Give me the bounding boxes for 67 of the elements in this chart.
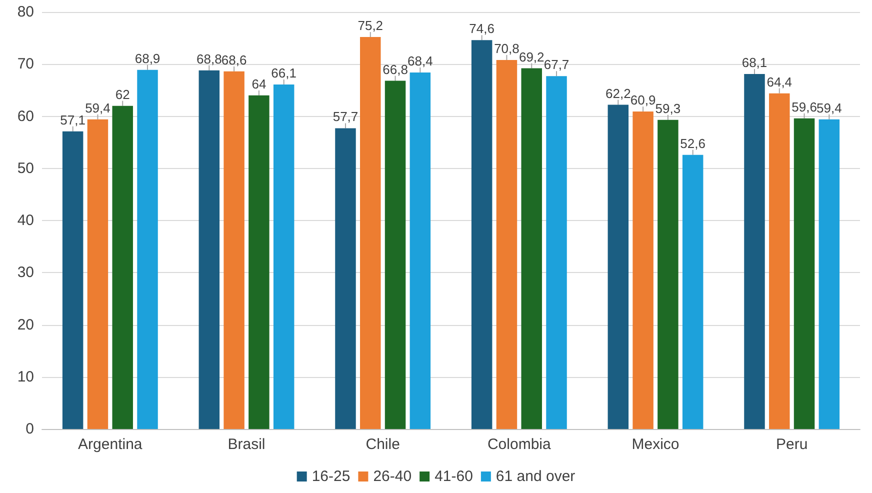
bar (335, 128, 356, 429)
bar (546, 76, 567, 429)
bar (794, 118, 815, 429)
y-tick-label: 70 (17, 56, 34, 73)
y-tick-label: 80 (17, 4, 34, 20)
bar (521, 68, 542, 429)
data-label: 62 (115, 86, 130, 102)
data-label: 59,6 (792, 99, 817, 114)
data-label: 59,3 (655, 100, 681, 116)
bar (410, 72, 431, 429)
legend-label: 16-25 (312, 468, 350, 485)
bar (384, 80, 406, 429)
bar (112, 106, 133, 429)
bar (273, 84, 294, 429)
data-label: 57,7 (332, 109, 358, 124)
data-label: 59,4 (816, 100, 842, 116)
bar (769, 93, 790, 429)
data-label: 64,4 (766, 74, 792, 90)
bar (608, 104, 629, 429)
data-label: 52,6 (680, 136, 706, 151)
y-tick-label: 10 (17, 368, 34, 386)
bar (248, 95, 270, 429)
bar (360, 37, 381, 429)
bar (198, 70, 220, 429)
bar (87, 119, 108, 429)
data-label: 68,4 (408, 53, 433, 68)
y-tick-label: 40 (17, 212, 34, 229)
bar (471, 40, 492, 429)
bar (137, 70, 158, 429)
data-label: 70,8 (494, 40, 520, 56)
x-tick-label: Colombia (487, 436, 552, 453)
y-tick-label: 30 (17, 264, 34, 282)
data-label: 67,7 (544, 57, 570, 72)
x-tick-label: Mexico (632, 436, 680, 453)
y-tick-label: 50 (17, 160, 34, 177)
bar (632, 112, 654, 429)
data-label: 66,8 (382, 62, 408, 77)
x-tick-label: Argentina (78, 436, 143, 453)
x-tick-label: Brasil (228, 436, 266, 453)
data-label: 66,1 (271, 65, 296, 80)
data-label: 59,4 (85, 100, 110, 116)
data-label: 68,1 (742, 55, 768, 70)
bar (682, 154, 704, 429)
bar (62, 131, 84, 429)
y-tick-label: 60 (17, 108, 34, 125)
legend-label: 61 and over (496, 468, 576, 485)
x-tick-label: Chile (366, 436, 400, 453)
bar (496, 60, 518, 429)
bar (658, 120, 678, 429)
data-label: 62,2 (606, 86, 631, 101)
data-label: 68,9 (134, 50, 160, 66)
data-label: 69,2 (518, 49, 544, 64)
bar (744, 74, 765, 429)
data-label: 74,6 (469, 21, 494, 36)
bar (224, 71, 244, 429)
data-label: 64 (252, 76, 266, 92)
y-tick-label: 0 (26, 420, 34, 438)
data-label: 75,2 (358, 18, 384, 34)
x-tick-label: Peru (776, 436, 808, 453)
data-label: 57,1 (60, 112, 86, 128)
data-label: 68,6 (221, 52, 247, 68)
legend-label: 41-60 (434, 468, 473, 485)
data-label: 60,9 (630, 92, 656, 108)
data-label: 68,8 (196, 51, 222, 66)
bar (818, 119, 840, 429)
legend-label: 26-40 (373, 468, 412, 485)
y-tick-label: 20 (17, 316, 34, 334)
